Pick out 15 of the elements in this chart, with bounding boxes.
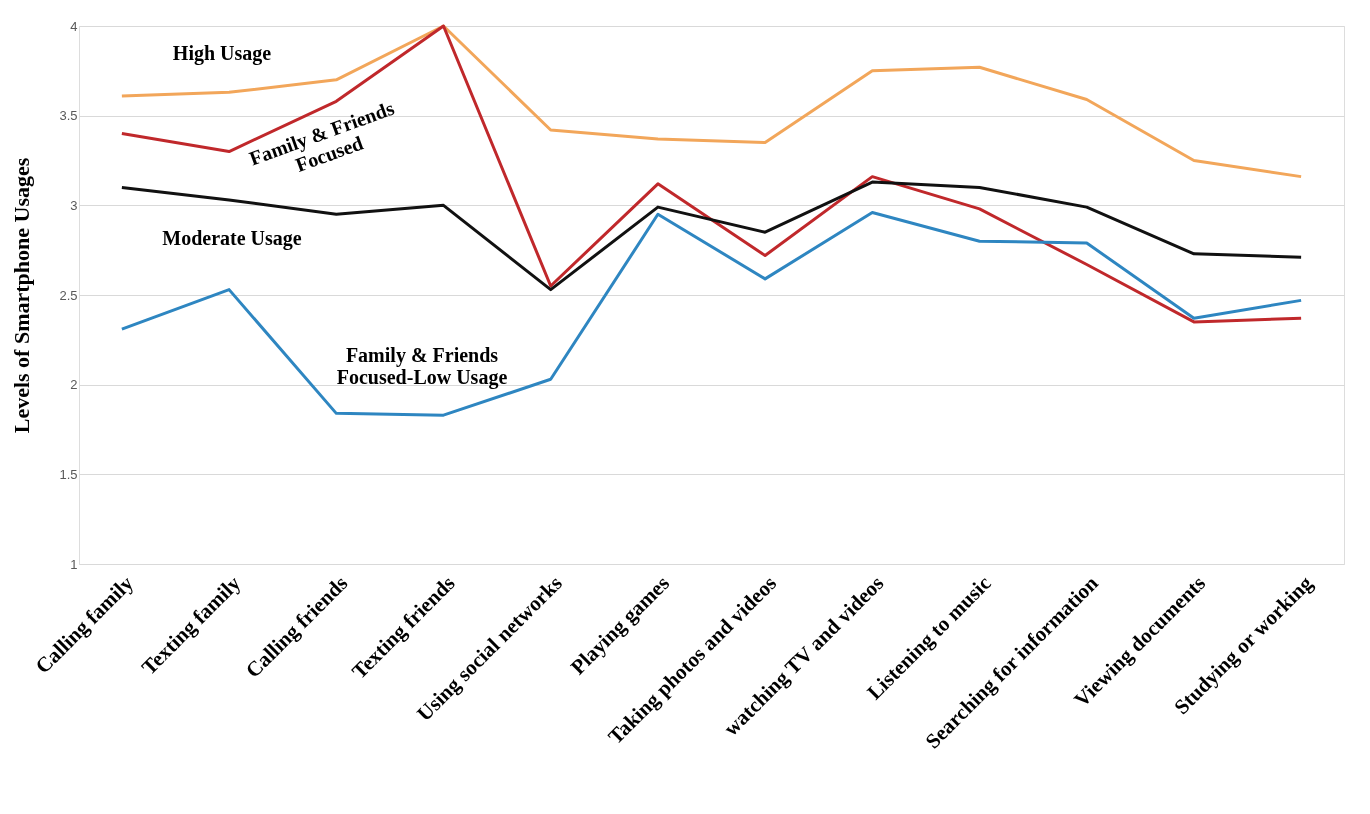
series-label: High Usage	[172, 42, 272, 65]
line-series	[120, 211, 1303, 417]
line-series	[120, 180, 1303, 292]
y-tick-label: 2.5	[59, 287, 78, 303]
line-series	[120, 24, 1303, 324]
series-label: Family & Friends Focused-Low Usage	[336, 344, 508, 389]
y-tick-label: 1	[70, 556, 78, 572]
series-label: Moderate Usage	[162, 227, 302, 250]
y-tick-label: 3.5	[59, 108, 78, 124]
y-tick-label: 1.5	[59, 466, 78, 482]
y-tick-label: 3	[70, 197, 78, 213]
y-tick-label: 4	[70, 18, 78, 34]
line-series	[120, 24, 1303, 179]
y-axis-title: Levels of Smartphone Usages	[9, 157, 35, 434]
y-tick-label: 2	[70, 377, 78, 393]
